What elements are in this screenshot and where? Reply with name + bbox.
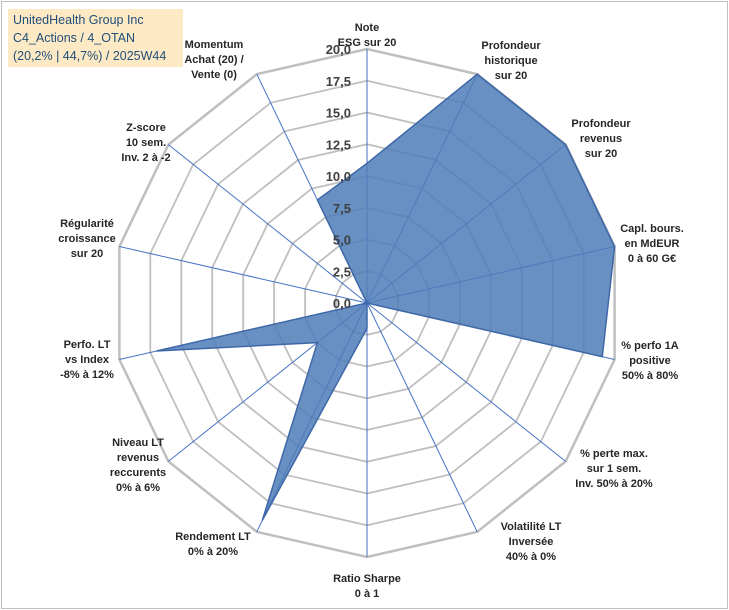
axis-spoke-6 — [366, 302, 478, 533]
tick-label: 20,0 — [326, 42, 351, 57]
axis-label-5: % perte max. sur 1 sem. Inv. 50% à 20% — [575, 448, 653, 490]
axis-label-7: Ratio Sharpe 0 à 1 — [333, 573, 401, 600]
series-area — [156, 73, 616, 521]
tick-label: 12,5 — [326, 137, 351, 152]
radar-series — [156, 73, 616, 521]
axis-label-10: Perfo. LT vs Index -8% à 12% — [60, 339, 114, 381]
tick-label: 15,0 — [326, 106, 351, 121]
axis-label-13: Momentum Achat (20) / Vente (0) — [184, 39, 243, 81]
tick-label: 2,5 — [333, 264, 351, 279]
radar-tick-labels: 0,0 2,5 5,0 7,5 10,0 12,5 15,0 17,5 20,0 — [326, 42, 351, 311]
axis-spoke-12 — [168, 144, 368, 304]
axis-label-2: Profondeur revenus sur 20 — [571, 118, 631, 160]
axis-label-6: Volatilité LT Inversée 40% à 0% — [501, 521, 562, 563]
axis-spoke-11 — [119, 246, 368, 304]
chart-title-line-3: (20,2% | 44,7%) / 2025W44 — [13, 49, 167, 63]
tick-label: 17,5 — [326, 74, 351, 89]
axis-spoke-5 — [366, 302, 566, 462]
axis-label-3: Capl. bours. en MdEUR 0 à 60 G€ — [620, 223, 684, 265]
axis-label-4: % perfo 1A positive 50% à 80% — [621, 340, 679, 382]
chart-title-line-1: UnitedHealth Group Inc — [13, 13, 144, 27]
tick-label: 0,0 — [333, 296, 351, 311]
axis-label-12: Z-score 10 sem. Inv. 2 à -2 — [121, 122, 170, 164]
axis-label-9: Niveau LT revenus reccurents 0% à 6% — [110, 437, 166, 494]
tick-label: 5,0 — [333, 233, 351, 248]
axis-label-8: Rendement LT 0% à 20% — [175, 531, 251, 558]
radar-axis-labels: Note ESG sur 20 Profondeur historique sur 20… — [58, 22, 684, 600]
chart-title-box: UnitedHealth Group Inc C4_Actions / 4_OT… — [8, 9, 183, 67]
tick-label: 10,0 — [326, 169, 351, 184]
tick-label: 7,5 — [333, 201, 351, 216]
axis-label-1: Profondeur historique sur 20 — [481, 40, 541, 82]
axis-label-0: Note ESG sur 20 — [338, 22, 397, 49]
axis-label-11: Régularité croissance sur 20 — [58, 218, 115, 260]
chart-title-line-2: C4_Actions / 4_OTAN — [13, 31, 136, 45]
